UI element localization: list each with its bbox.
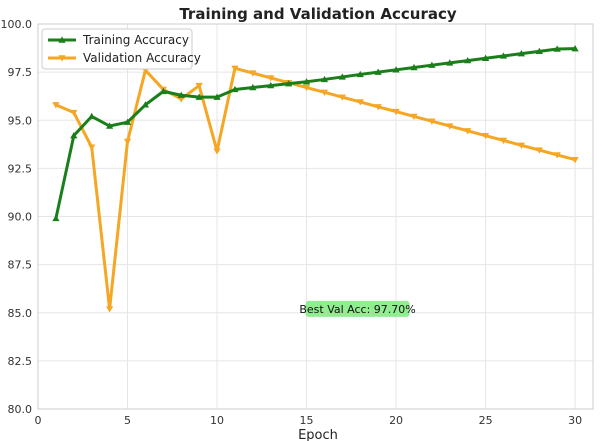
series-validation-accuracy <box>52 65 579 313</box>
data-point <box>392 66 400 73</box>
y-tick-label: 90.0 <box>8 211 33 224</box>
annotation-text: Best Val Acc: 97.70% <box>299 303 415 316</box>
annotation-box <box>305 300 410 317</box>
x-tick-label: 0 <box>35 414 42 427</box>
data-point <box>106 306 114 313</box>
data-point <box>195 93 203 100</box>
data-point <box>141 101 150 108</box>
best-val-annotation: Best Val Acc: 97.70% <box>299 300 416 317</box>
data-point <box>464 128 472 135</box>
y-tick-label: 97.5 <box>8 66 33 79</box>
data-point <box>177 96 185 103</box>
data-point <box>52 102 60 109</box>
data-point <box>70 132 78 139</box>
data-point <box>177 91 185 98</box>
series-layer <box>52 45 579 313</box>
data-point <box>499 52 508 59</box>
data-point <box>249 83 257 91</box>
data-point <box>106 122 114 129</box>
data-point <box>159 87 167 95</box>
data-point <box>88 144 96 151</box>
data-point <box>302 84 311 92</box>
data-point <box>553 45 561 52</box>
data-point <box>374 68 382 75</box>
data-point <box>356 70 364 78</box>
x-tick-label: 5 <box>124 414 131 427</box>
data-point <box>267 75 275 82</box>
x-tick-label: 30 <box>568 414 582 427</box>
data-point <box>464 56 472 64</box>
legend: Training Accuracy Validation Accuracy <box>41 28 201 70</box>
x-axis-label: Epoch <box>298 428 338 441</box>
y-tick-label: 80.0 <box>8 403 33 416</box>
data-point <box>535 47 543 55</box>
data-point <box>302 78 311 85</box>
data-point <box>123 138 132 146</box>
data-point <box>249 70 257 77</box>
series-line <box>55 66 576 311</box>
y-tick-label: 95.0 <box>8 114 33 127</box>
data-point <box>553 152 561 159</box>
series-training-accuracy <box>52 45 579 222</box>
data-point <box>392 108 400 116</box>
data-point <box>231 65 239 72</box>
data-point <box>517 142 525 149</box>
data-point <box>374 104 382 111</box>
data-point <box>231 85 239 93</box>
data-point <box>410 63 418 71</box>
series-line <box>54 47 576 219</box>
legend-label: Validation Accuracy <box>83 51 201 65</box>
y-tick-label: 85.0 <box>8 307 33 320</box>
data-point <box>410 113 418 120</box>
legend-label: Training Accuracy <box>82 33 189 47</box>
chart-title: Training and Validation Accuracy <box>179 5 457 23</box>
data-point <box>213 148 221 155</box>
x-tick-label: 25 <box>479 414 493 427</box>
data-point <box>338 94 346 101</box>
data-point <box>428 61 436 68</box>
x-tick-label: 20 <box>389 414 403 427</box>
data-point <box>338 73 346 80</box>
data-point <box>213 93 221 100</box>
data-point <box>285 80 293 87</box>
data-point <box>428 118 436 125</box>
data-point <box>88 112 96 120</box>
y-tick-label: 82.5 <box>8 355 33 368</box>
data-point <box>356 99 364 106</box>
y-tick-label: 92.5 <box>8 162 33 175</box>
data-point <box>267 82 275 89</box>
grid-lines <box>37 23 593 410</box>
data-point <box>446 123 454 130</box>
data-point <box>123 118 132 125</box>
data-point <box>481 132 490 140</box>
data-point <box>481 54 490 61</box>
plot-area-frame <box>37 23 594 410</box>
data-point <box>517 50 525 57</box>
data-point <box>571 45 579 52</box>
data-point <box>195 82 203 90</box>
y-tick-label: 100.0 <box>1 18 33 31</box>
x-tick-label: 10 <box>210 414 224 427</box>
data-point <box>52 214 60 222</box>
y-tick-label: 87.5 <box>8 259 33 272</box>
axis-tick-labels: 0 5 10 15 20 25 30 80.0 82.5 85.0 87.5 90.0 92.5 95.0… <box>1 18 583 427</box>
data-point <box>320 75 329 83</box>
legend-swatch-marker <box>58 55 66 62</box>
data-point <box>535 147 543 154</box>
legend-swatch-marker <box>58 36 66 43</box>
data-point <box>571 157 579 164</box>
data-point <box>320 89 329 96</box>
data-point <box>446 59 454 66</box>
data-point <box>70 109 78 117</box>
x-tick-label: 15 <box>300 414 314 427</box>
data-point <box>499 137 508 145</box>
legend-box <box>41 28 193 70</box>
